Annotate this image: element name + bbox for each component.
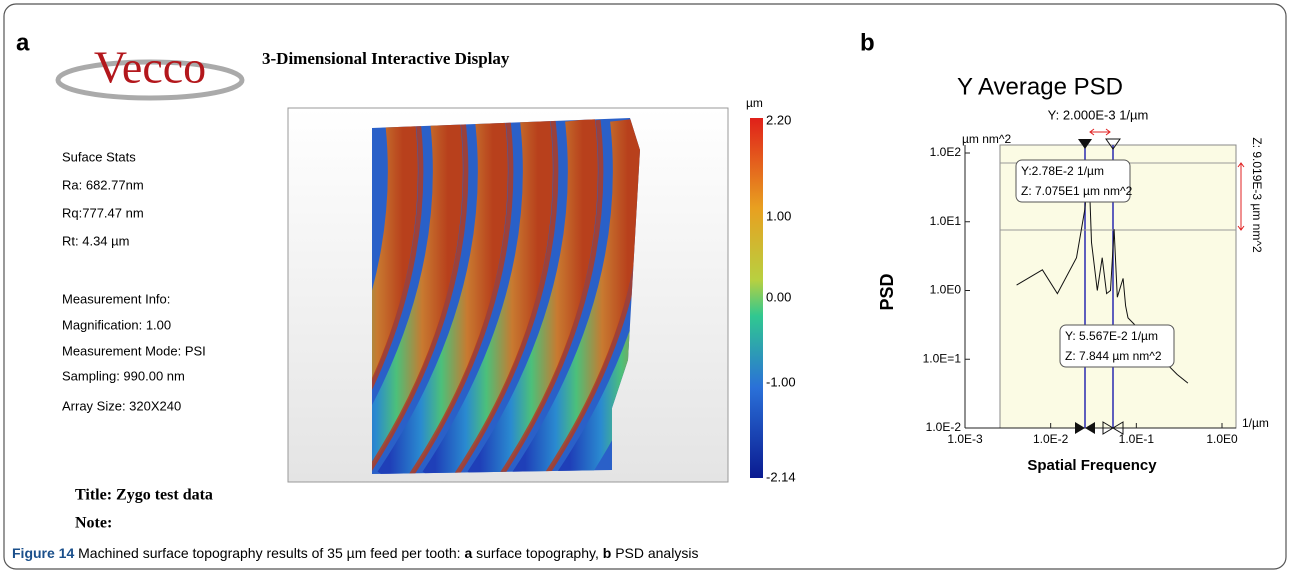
caption-b-text: PSD analysis [615, 545, 698, 561]
panel-label: b [860, 29, 875, 56]
x-tick-label: 1.0E-3 [947, 432, 983, 446]
x-unit: 1/µm [1242, 416, 1269, 430]
annotation: Y: 5.567E-2 1/µm [1065, 329, 1158, 343]
colorbar-tick: 2.20 [766, 112, 791, 127]
cursor-marker [1102, 421, 1124, 435]
x-tick-label: 1.0E0 [1206, 432, 1238, 446]
annotation-box [1015, 159, 1131, 203]
chart-title: Y Average PSD [957, 73, 1123, 100]
caption-b: b [603, 545, 612, 561]
annotation-box [1059, 324, 1175, 368]
caption-a-text: surface topography, [476, 545, 599, 561]
y-axis-label: PSD [877, 273, 897, 310]
caption-text: Machined surface topography results of 3… [78, 545, 460, 561]
info: Magnification: 1.00 [62, 317, 171, 332]
y-tick-label: 1.0E1 [930, 214, 962, 228]
panel-label: a [16, 29, 30, 56]
y-tick-label: 1.0E0 [930, 283, 962, 297]
data-note: Note: [75, 515, 112, 532]
x-tick-label: 1.0E-1 [1119, 432, 1155, 446]
colorbar-tick: 0.00 [766, 289, 791, 304]
colorbar-ticks: 2.20 1.00 0.00 -1.00 -2.14 [766, 112, 796, 484]
annotation: Y:2.78E-2 1/µm [1021, 164, 1104, 178]
caption: Figure 14 Machined surface topography re… [12, 545, 698, 561]
info: Array Size: 320X240 [62, 398, 181, 413]
annotation: Z: 9.019E-3 µm nm^2 [1250, 137, 1264, 253]
annotation: Z: 7.844 µm nm^2 [1065, 349, 1162, 363]
info: Measurement Info: [62, 291, 170, 306]
y-unit: µm nm^2 [962, 132, 1012, 146]
stat: Suface Stats [62, 149, 136, 164]
cursor-marker [1075, 422, 1095, 434]
info: Measurement Mode: PSI [62, 343, 206, 358]
info: Sampling: 990.00 nm [62, 368, 185, 383]
colorbar-tick: 1.00 [766, 208, 791, 223]
logo-swoosh [55, 59, 245, 101]
stat: Rq:777.47 nm [62, 205, 144, 220]
x-axis-label: Spatial Frequency [1027, 457, 1157, 474]
frame [3, 3, 1287, 570]
x-tick-label: 1.0E-2 [1033, 432, 1069, 446]
logo: Vecco [94, 42, 206, 93]
caption-label: Figure 14 [12, 545, 74, 561]
stats: Suface Stats Ra: 682.77nm Rq:777.47 nm R… [62, 149, 206, 413]
cursor-marker [1105, 138, 1121, 150]
annotation: Y: 2.000E-3 1/µm [1048, 107, 1149, 122]
cursor-marker [1078, 139, 1092, 149]
y-tick-label: 1.0E=1 [923, 351, 962, 365]
range-arrow [1089, 128, 1111, 136]
colorbar-tick: -1.00 [766, 374, 796, 389]
stat: Rt: 4.34 µm [62, 233, 129, 248]
data-title: Title: Zygo test data [75, 487, 213, 504]
caption-a: a [464, 545, 472, 561]
psd-chart: 1.0E-3 1.0E-2 1.0E-1 1.0E01.0E21.0E11.0E01.… [877, 73, 1269, 474]
y-tick-label: 1.0E-2 [926, 420, 962, 434]
colorbar-tick: -2.14 [766, 469, 796, 484]
y-tick-label: 1.0E2 [930, 145, 962, 159]
annotation: Z: 7.075E1 µm nm^2 [1021, 184, 1133, 198]
display-title: 3-Dimensional Interactive Display [262, 49, 510, 68]
stat: Ra: 682.77nm [62, 177, 144, 192]
range-arrow [1237, 162, 1245, 231]
colorbar-unit: µm [746, 96, 763, 110]
colorbar [750, 118, 763, 478]
surface-image [372, 118, 640, 474]
